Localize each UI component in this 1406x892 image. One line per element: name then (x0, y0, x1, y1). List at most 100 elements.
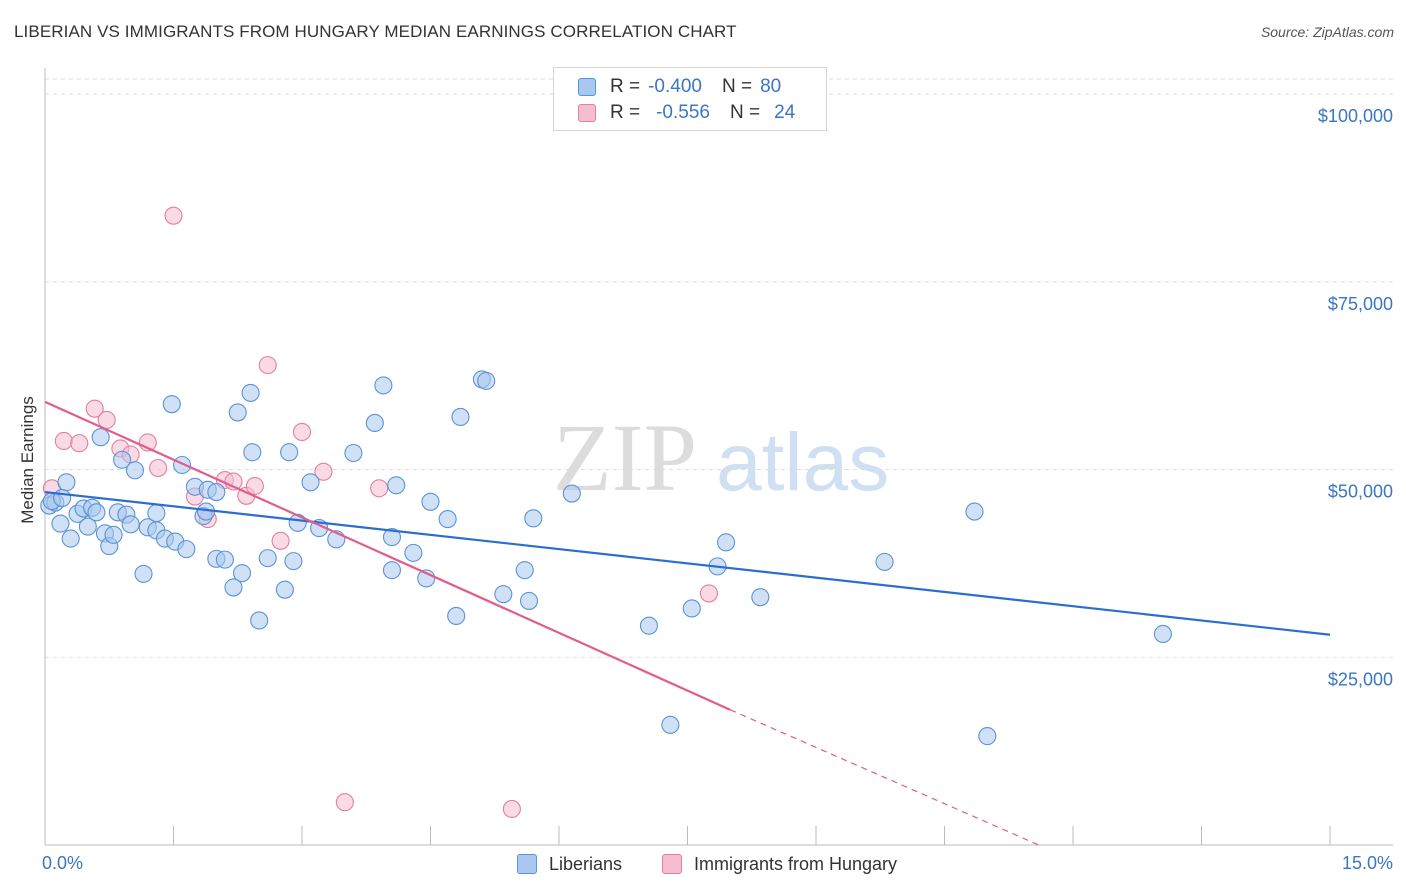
bottom-legend-hungary: Immigrants from Hungary (662, 852, 897, 876)
point-liberians (374, 376, 393, 395)
legend-row-hungary: R = -0.556 N = 24 (578, 102, 795, 124)
legend-n-value: 24 (774, 102, 796, 123)
y-tick-label: $25,000 (1328, 669, 1393, 689)
point-liberians (134, 564, 153, 583)
x-tick-label-min: 0.0% (42, 853, 83, 873)
point-liberians (207, 482, 226, 502)
axes (44, 68, 1393, 846)
point-liberians (382, 561, 402, 580)
point-liberians (344, 443, 363, 463)
legend-n-value: 80 (760, 76, 782, 97)
point-liberians (519, 591, 539, 610)
point-liberians (280, 443, 299, 462)
legend-swatch-blue (578, 78, 596, 96)
point-hungary (54, 431, 73, 451)
legend-r-value: -0.400 (648, 76, 702, 97)
point-hungary (70, 434, 89, 453)
point-liberians (215, 550, 234, 569)
point-liberians (53, 488, 72, 508)
point-liberians (147, 504, 166, 523)
legend-r-label: R = (610, 102, 641, 123)
point-liberians (243, 443, 262, 462)
point-liberians (258, 549, 277, 568)
point-liberians (284, 552, 303, 571)
point-liberians (61, 529, 80, 548)
point-liberians (113, 450, 132, 469)
legend-n-label: N = (729, 102, 761, 123)
point-liberians (421, 492, 440, 511)
trendlines (44, 400, 1331, 846)
point-liberians (451, 407, 470, 426)
trendline-hungary (44, 400, 731, 711)
y-tick-label: $75,000 (1328, 294, 1393, 314)
point-liberians (51, 514, 70, 533)
point-hungary (292, 422, 312, 442)
point-hungary (164, 206, 183, 225)
legend-n-label: N = (721, 76, 753, 97)
point-hungary (271, 531, 290, 550)
point-liberians (224, 578, 243, 597)
series-liberians-points (40, 370, 1172, 746)
legend-row-liberians: R = -0.400 N = 80 (578, 76, 781, 98)
point-liberians (275, 580, 294, 599)
y-tick-labels: $25,000 $50,000 $75,000 $100,000 (1318, 106, 1393, 689)
point-hungary (258, 356, 277, 375)
point-liberians (404, 543, 423, 562)
point-liberians (494, 585, 513, 604)
point-liberians (978, 727, 997, 746)
point-liberians (751, 588, 770, 607)
point-liberians (639, 616, 659, 635)
point-hungary (245, 476, 264, 496)
point-liberians (57, 473, 76, 492)
point-hungary (85, 399, 104, 418)
point-hungary (314, 462, 333, 481)
point-liberians (104, 525, 123, 544)
legend-swatch-pink (578, 104, 596, 122)
bottom-legend-liberians: Liberians (517, 852, 622, 876)
point-liberians (301, 473, 320, 492)
point-liberians (232, 564, 252, 583)
point-liberians (121, 515, 140, 534)
bottom-legend-swatch-blue (517, 854, 537, 874)
point-liberians (438, 510, 457, 529)
point-liberians (447, 606, 466, 626)
point-liberians (716, 533, 736, 552)
point-liberians (524, 509, 543, 528)
watermark-atlas: atlas (716, 417, 889, 508)
point-liberians (1153, 624, 1172, 644)
series-hungary-points (42, 206, 718, 819)
point-liberians (515, 561, 534, 580)
point-liberians (162, 395, 181, 414)
point-liberians (241, 383, 260, 402)
point-hungary (370, 479, 389, 498)
point-hungary (502, 799, 521, 819)
x-tick-labels: 0.0% 15.0% (42, 853, 1393, 873)
point-liberians (288, 513, 307, 532)
point-liberians (477, 371, 496, 390)
trendline-hungary-extension (730, 709, 1039, 846)
point-liberians (78, 517, 97, 536)
watermark: ZIP atlas (553, 404, 889, 511)
x-tick-label-max: 15.0% (1342, 853, 1393, 873)
bottom-legend-label-liberians: Liberians (549, 853, 623, 874)
source-label: Source: ZipAtlas.com (1260, 24, 1394, 40)
bottom-legend-label-hungary: Immigrants from Hungary (694, 853, 898, 874)
point-liberians (87, 503, 106, 522)
point-liberians (382, 528, 402, 547)
point-liberians (562, 484, 581, 503)
point-liberians (228, 403, 247, 422)
point-hungary (335, 793, 354, 812)
chart-title: LIBERIAN VS IMMIGRANTS FROM HUNGARY MEDI… (14, 22, 737, 41)
y-tick-label: $100,000 (1318, 106, 1393, 126)
point-liberians (682, 599, 701, 618)
point-liberians (91, 428, 110, 447)
legend-r-value: -0.556 (656, 102, 710, 123)
point-hungary (149, 458, 168, 478)
point-hungary (699, 584, 718, 603)
trendline-liberians (44, 490, 1331, 636)
point-liberians (250, 611, 269, 630)
bottom-legend-swatch-pink (662, 854, 682, 874)
point-liberians (875, 552, 894, 571)
point-liberians (125, 461, 144, 480)
